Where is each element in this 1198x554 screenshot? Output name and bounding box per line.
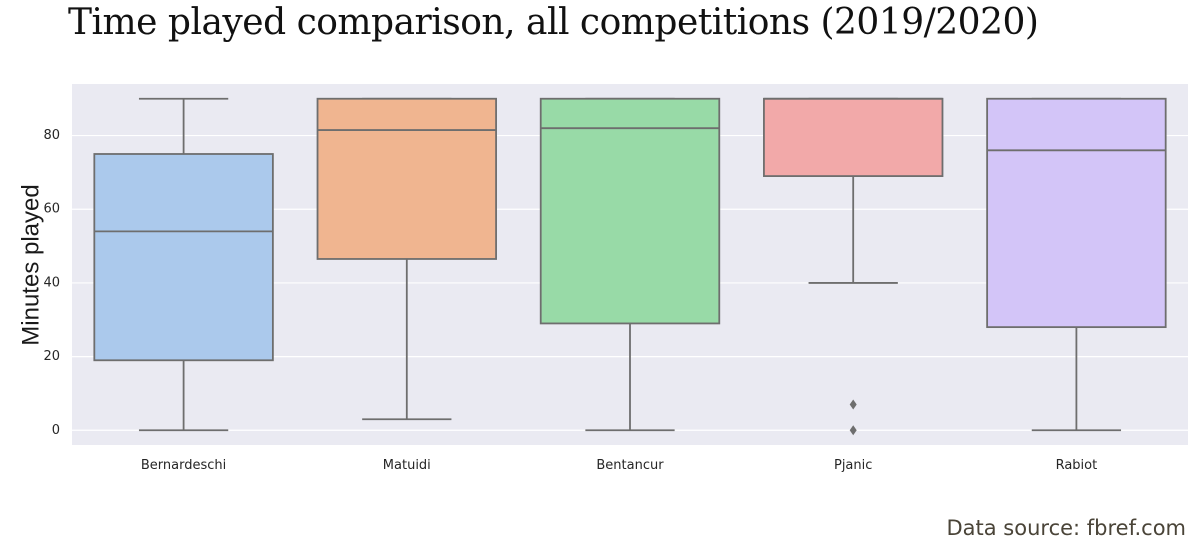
y-tick-label: 60 (43, 202, 60, 217)
box-pjanic (763, 97, 944, 436)
outlier-point (849, 399, 857, 410)
y-tick-labels: 0 20 40 60 80 (43, 128, 60, 438)
data-source-note: Data source: fbref.com (946, 516, 1186, 540)
outlier-point (849, 425, 857, 436)
y-tick-label: 40 (43, 275, 60, 290)
box-iqr (93, 153, 274, 362)
box-bentancur (539, 97, 721, 432)
x-tick-label: Pjanic (834, 458, 872, 473)
y-tick-label: 0 (52, 423, 60, 438)
x-tick-label: Bernardeschi (141, 458, 226, 473)
x-tick-label: Bentancur (596, 458, 664, 473)
box-rabiot (986, 97, 1167, 432)
box-iqr (763, 97, 944, 177)
x-tick-label: Rabiot (1056, 458, 1098, 473)
box-iqr (316, 97, 497, 260)
y-tick-label: 20 (43, 349, 60, 364)
box-iqr (986, 97, 1167, 329)
y-axis-label: Minutes played (18, 184, 45, 345)
box-matuidi (316, 97, 497, 421)
x-tick-label: Matuidi (383, 458, 431, 473)
x-tick-labels: Bernardeschi Matuidi Bentancur Pjanic Rabiot (141, 458, 1097, 473)
y-tick-label: 80 (43, 128, 60, 143)
boxes (93, 97, 1167, 436)
box-bernardeschi (93, 97, 274, 432)
box-iqr (539, 97, 721, 325)
chart-title: Time played comparison, all competitions… (68, 2, 1039, 43)
